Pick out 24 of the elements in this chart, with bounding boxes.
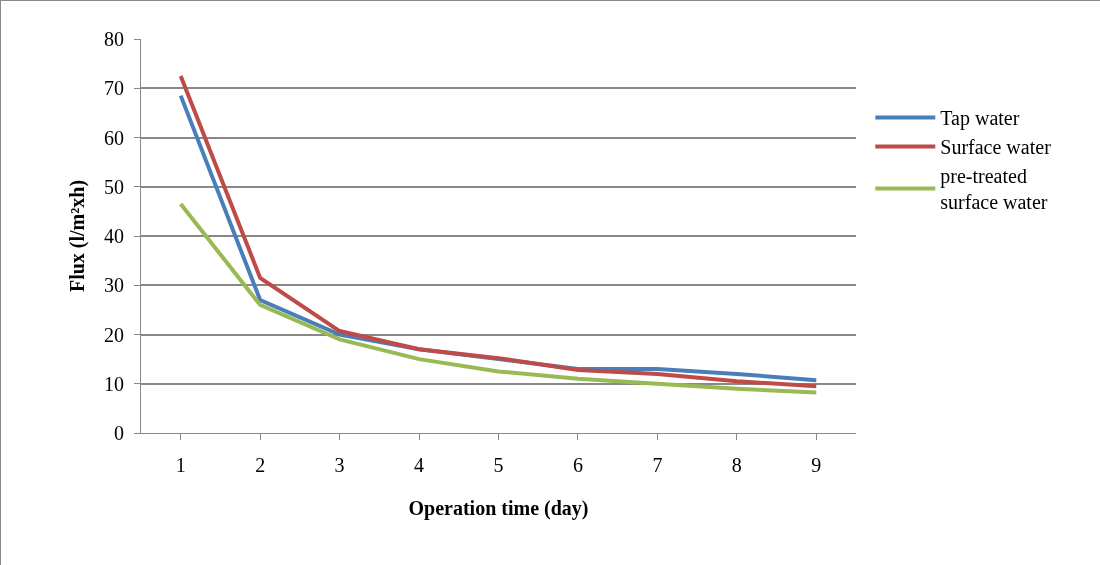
x-tick-label: 9 bbox=[811, 454, 822, 476]
x-tick-label: 2 bbox=[255, 454, 266, 476]
x-tick-label: 3 bbox=[334, 454, 345, 476]
y-tick-label: 80 bbox=[104, 28, 124, 50]
y-tick-label: 70 bbox=[104, 77, 124, 100]
y-axis-title: Flux (l/m²xh) bbox=[65, 179, 89, 293]
x-tick-label: 1 bbox=[175, 454, 186, 476]
y-tick-label: 10 bbox=[104, 372, 124, 395]
x-tick-label: 4 bbox=[414, 454, 425, 476]
legend-label: pre-treated surface water bbox=[940, 165, 1048, 214]
y-tick-label: 40 bbox=[104, 225, 124, 247]
y-tick-label: 0 bbox=[114, 422, 124, 444]
y-tick-label: 60 bbox=[104, 126, 124, 149]
x-tick-label: 6 bbox=[572, 454, 583, 476]
x-tick-label: 7 bbox=[652, 454, 663, 476]
y-tick-label: 50 bbox=[104, 175, 124, 198]
y-tick-label: 20 bbox=[104, 323, 124, 346]
line-series bbox=[178, 201, 819, 395]
x-axis-title: Operation time (day) bbox=[408, 496, 589, 520]
legend-label: Tap water bbox=[940, 107, 1020, 131]
x-tick-label: 8 bbox=[731, 454, 742, 476]
x-tick-label: 5 bbox=[493, 454, 504, 476]
legend-label: Surface water bbox=[940, 136, 1052, 159]
y-tick-label: 30 bbox=[104, 274, 124, 297]
